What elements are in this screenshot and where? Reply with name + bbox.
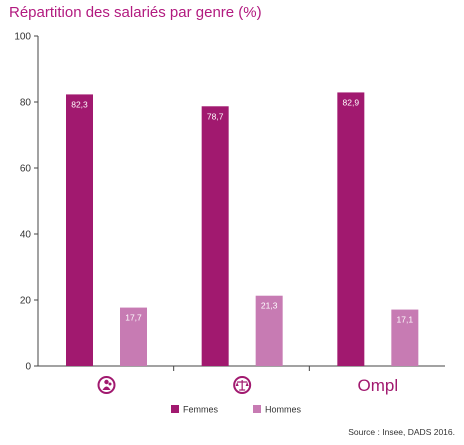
y-tick-label: 100 bbox=[14, 32, 31, 43]
bar-femmes-0 bbox=[66, 94, 93, 366]
bar-hommes-0 bbox=[120, 307, 147, 366]
category-icons: Ompl bbox=[97, 376, 399, 395]
legend: Femmes Hommes bbox=[171, 405, 302, 415]
bar-hommes-1 bbox=[255, 295, 283, 366]
y-tick-label: 60 bbox=[20, 164, 32, 175]
bar-femmes-1 bbox=[201, 106, 229, 366]
legend-label-hommes: Hommes bbox=[265, 405, 302, 415]
bars: 82,3 78,7 82,9 17,7 21,3 17,1 bbox=[66, 92, 419, 367]
bar-femmes-2 bbox=[337, 92, 365, 367]
legend-swatch-femmes bbox=[171, 405, 179, 413]
y-axis: 0 20 40 60 80 100 bbox=[14, 32, 39, 373]
ompl-logo: Ompl bbox=[358, 376, 399, 395]
y-tick-label: 40 bbox=[20, 230, 32, 241]
source-note: Source : Insee, DADS 2016. bbox=[348, 427, 455, 437]
bar-value-label: 21,3 bbox=[261, 301, 278, 311]
people-circle-icon bbox=[97, 376, 116, 394]
bar-hommes-2 bbox=[391, 309, 419, 366]
legend-swatch-hommes bbox=[253, 405, 261, 413]
y-tick-label: 20 bbox=[20, 296, 32, 307]
y-tick-label: 0 bbox=[25, 362, 31, 373]
bar-value-label: 78,7 bbox=[207, 111, 224, 121]
legend-label-femmes: Femmes bbox=[183, 405, 219, 415]
bar-value-label: 17,1 bbox=[397, 315, 414, 325]
y-tick-label: 80 bbox=[20, 98, 32, 109]
bar-value-label: 17,7 bbox=[125, 313, 142, 323]
x-axis bbox=[38, 365, 445, 371]
chart-title: Répartition des salariés par genre (%) bbox=[9, 4, 262, 21]
bar-value-label: 82,3 bbox=[71, 99, 88, 109]
scales-of-justice-icon bbox=[233, 376, 252, 394]
bar-value-label: 82,9 bbox=[343, 97, 360, 107]
